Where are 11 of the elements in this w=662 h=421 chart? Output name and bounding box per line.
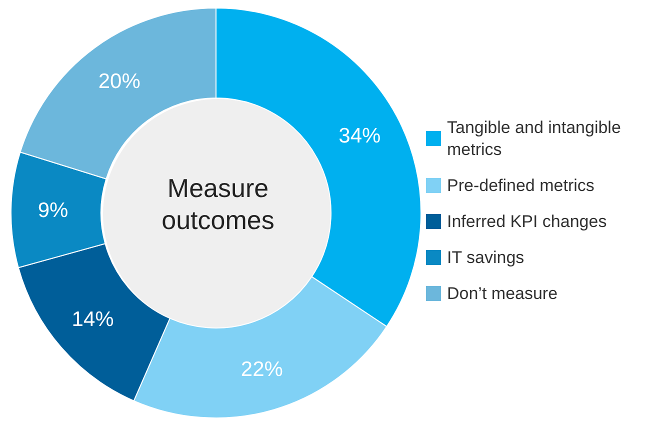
legend-label: Inferred KPI changes xyxy=(447,212,607,231)
legend-label: IT savings xyxy=(447,248,524,267)
legend-label: Tangible and intangible metrics xyxy=(447,118,626,159)
legend-label: Pre-defined metrics xyxy=(447,176,594,195)
data-label: 20% xyxy=(98,70,140,94)
text: Measure outcomes xyxy=(160,172,276,236)
data-label: 14% xyxy=(72,308,114,332)
data-label: 9% xyxy=(38,198,68,222)
data-label: 34% xyxy=(338,124,381,148)
legend-label: Don’t measure xyxy=(447,284,558,303)
data-label: 22% xyxy=(240,358,283,381)
